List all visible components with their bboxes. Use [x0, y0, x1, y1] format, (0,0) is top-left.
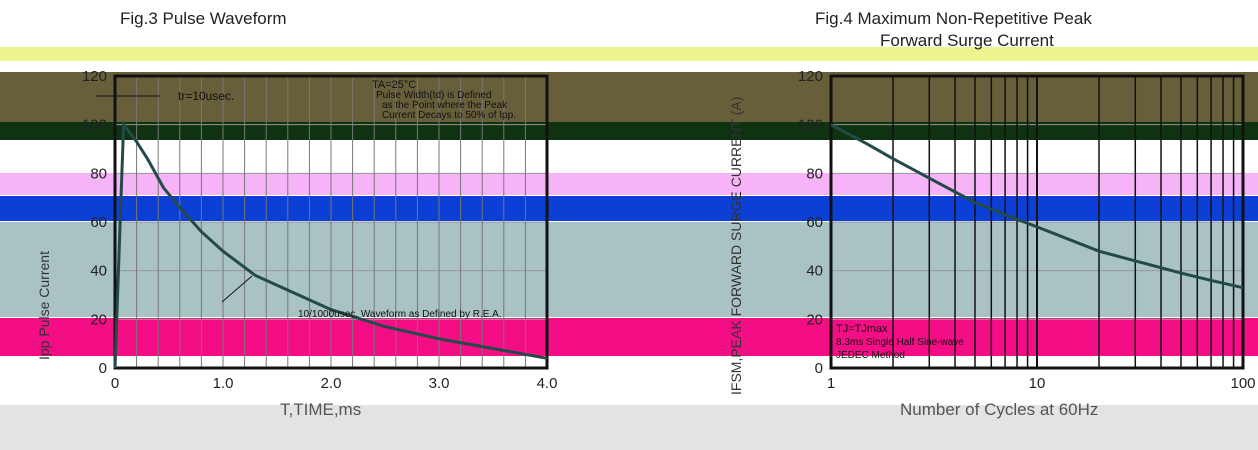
waveform-arrow [221, 275, 253, 303]
fig4-frame [829, 74, 1245, 370]
fig4-x-tick-label: 100 [1230, 375, 1255, 392]
fig4-y-tick-label: 20 [806, 311, 823, 328]
fig3-y-tick-label: 0 [99, 360, 107, 377]
fig3-plot: 0 20 40 60 80 100 120 0 1.0 2.0 3.0 4.0 tr=10usec.… [82, 68, 557, 392]
condition-line-2: Pulse Width(td) is Defined [376, 90, 492, 101]
fig4-title-line2: Forward Surge Current [880, 31, 1054, 50]
fig4-note-2: 8.3ms Single Half Sine-wave [836, 337, 964, 348]
fig4-y-tick-label: 80 [806, 165, 823, 182]
fig4-y-ticks: 0 20 40 60 80 100 120 [798, 68, 823, 377]
tr-label: tr=10usec. [178, 89, 234, 103]
band-pink [0, 173, 1258, 195]
fig3-y-tick-label: 40 [90, 263, 107, 280]
fig3-frame [113, 74, 549, 370]
fig3-x-tick-label: 1.0 [213, 375, 234, 392]
fig4-x-ticks: 1 10 100 [827, 375, 1256, 392]
condition-line-1: TA=25°C [372, 79, 416, 91]
band-magenta [0, 318, 1258, 356]
band-yellow [0, 47, 1258, 61]
waveform-note: 10/1000usec. Waveform as Defined by R.E.… [298, 309, 502, 320]
fig3-y-tick-label: 60 [90, 214, 107, 231]
fig3-y-tick-label: 80 [90, 165, 107, 182]
band-dark-green [0, 122, 1258, 140]
fig3-waveform-line [113, 120, 548, 369]
fig3-x-tick-label: 2.0 [321, 375, 342, 392]
fig4-x-tick-label: 10 [1029, 375, 1046, 392]
fig3-x-axis-label: T,TIME,ms [280, 400, 362, 419]
band-olive [0, 72, 1258, 122]
fig3-x-tick-label: 4.0 [537, 375, 558, 392]
fig4-y-tick-label: 100 [798, 117, 823, 134]
fig3-x-tick-label: 0 [111, 375, 119, 392]
fig3-y-tick-label: 20 [90, 311, 107, 328]
fig4-x-axis-label: Number of Cycles at 60Hz [900, 400, 1099, 419]
fig4-y-tick-label: 60 [806, 214, 823, 231]
fig3-y-tick-label: 100 [82, 117, 107, 134]
fig3-x-tick-label: 3.0 [429, 375, 450, 392]
fig4-x-tick-label: 1 [827, 375, 835, 392]
condition-line-4: Current Decays to 50% of Ipp. [382, 110, 516, 121]
fig4-note-3: JEDEC Method [836, 350, 905, 361]
condition-line-3: as the Point where the Peak [382, 100, 508, 111]
fig3-x-ticks: 0 1.0 2.0 3.0 4.0 [111, 375, 558, 392]
fig4-y-tick-label: 0 [815, 360, 823, 377]
band-blue [0, 196, 1258, 221]
fig3-y-ticks: 0 20 40 60 80 100 120 [82, 68, 107, 377]
fig4-title-line1: Fig.4 Maximum Non-Repetitive Peak [815, 9, 1092, 28]
fig3-title: Fig.3 Pulse Waveform [120, 9, 287, 28]
fig3-y-tick-label: 120 [82, 68, 107, 85]
band-gray [0, 405, 1258, 450]
fig4-y-tick-label: 40 [806, 263, 823, 280]
fig4-grid [830, 75, 1243, 369]
fig4-y-tick-label: 120 [798, 68, 823, 85]
fig4-surge-line [830, 123, 1244, 290]
fig4-note-1: TJ=TJmax [836, 323, 888, 335]
